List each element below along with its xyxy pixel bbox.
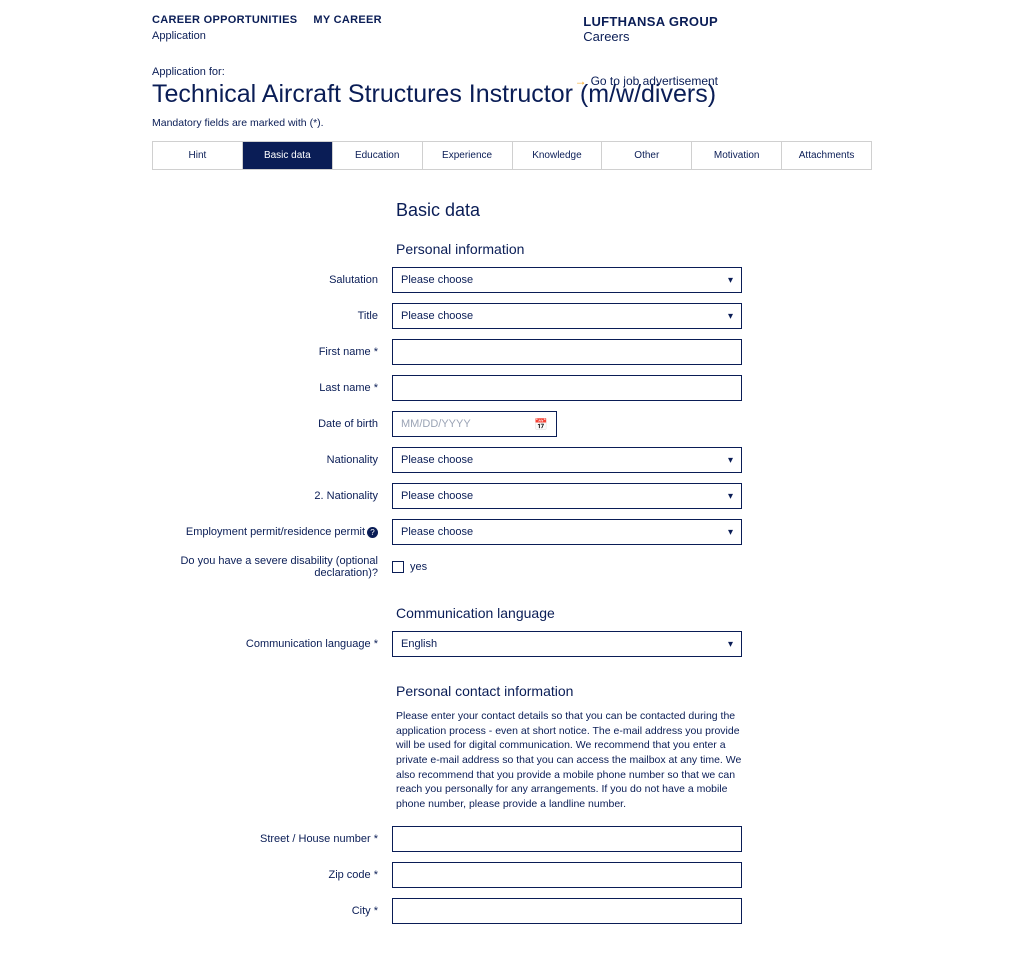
chevron-down-icon: ▾ (728, 275, 733, 286)
help-icon[interactable]: ? (367, 527, 378, 538)
brand-sub: Careers (583, 29, 718, 44)
dob-label: Date of birth (152, 418, 392, 430)
job-title: Technical Aircraft Structures Instructor… (152, 80, 872, 109)
chevron-down-icon: ▾ (728, 455, 733, 466)
calendar-icon: 📅 (534, 418, 548, 431)
tab-other[interactable]: Other (602, 142, 692, 169)
nationality2-value: Please choose (401, 490, 473, 502)
permit-value: Please choose (401, 526, 473, 538)
chevron-down-icon: ▾ (728, 311, 733, 322)
nationality-value: Please choose (401, 454, 473, 466)
disability-label: Do you have a severe disability (optiona… (152, 555, 392, 579)
city-input[interactable] (392, 898, 742, 924)
communication-language-title: Communication language (396, 605, 742, 621)
chevron-down-icon: ▾ (728, 527, 733, 538)
first-name-input[interactable] (392, 339, 742, 365)
section-title: Basic data (396, 200, 742, 221)
permit-label: Employment permit/residence permit? (152, 526, 392, 538)
first-name-label: First name * (152, 346, 392, 358)
salutation-value: Please choose (401, 274, 473, 286)
tab-motivation[interactable]: Motivation (692, 142, 782, 169)
communication-language-value: English (401, 638, 437, 650)
nationality-label: Nationality (152, 454, 392, 466)
arrow-right-icon: → (575, 74, 587, 88)
nationality2-select[interactable]: Please choose ▾ (392, 483, 742, 509)
last-name-input[interactable] (392, 375, 742, 401)
tab-education[interactable]: Education (333, 142, 423, 169)
zip-input[interactable] (392, 862, 742, 888)
city-label: City * (152, 905, 392, 917)
brand-block: LUFTHANSA GROUP Careers (583, 14, 718, 44)
tab-experience[interactable]: Experience (423, 142, 513, 169)
title-select[interactable]: Please choose ▾ (392, 303, 742, 329)
tab-attachments[interactable]: Attachments (782, 142, 871, 169)
title-value: Please choose (401, 310, 473, 322)
brand-name: LUFTHANSA GROUP (583, 14, 718, 29)
application-for-label: Application for: (152, 66, 872, 78)
nationality2-label: 2. Nationality (152, 490, 392, 502)
salutation-select[interactable]: Please choose ▾ (392, 267, 742, 293)
communication-language-select[interactable]: English ▾ (392, 631, 742, 657)
tab-bar: Hint Basic data Education Experience Kno… (152, 141, 872, 170)
contact-info-title: Personal contact information (396, 683, 742, 699)
disability-yes: yes (410, 561, 427, 573)
go-to-advertisement-link[interactable]: → Go to job advertisement (575, 74, 718, 88)
nav-application[interactable]: Application (152, 30, 872, 42)
top-nav: CAREER OPPORTUNITIES MY CAREER (152, 14, 872, 26)
last-name-label: Last name * (152, 382, 392, 394)
communication-language-label: Communication language * (152, 638, 392, 650)
street-input[interactable] (392, 826, 742, 852)
dob-placeholder: MM/DD/YYYY (401, 418, 471, 430)
permit-select[interactable]: Please choose ▾ (392, 519, 742, 545)
nav-career-opportunities[interactable]: CAREER OPPORTUNITIES (152, 14, 297, 26)
personal-info-title: Personal information (396, 241, 742, 257)
disability-checkbox[interactable] (392, 561, 404, 573)
nationality-select[interactable]: Please choose ▾ (392, 447, 742, 473)
nav-my-career[interactable]: MY CAREER (313, 14, 382, 26)
chevron-down-icon: ▾ (728, 491, 733, 502)
zip-label: Zip code * (152, 869, 392, 881)
chevron-down-icon: ▾ (728, 639, 733, 650)
tab-knowledge[interactable]: Knowledge (513, 142, 603, 169)
salutation-label: Salutation (152, 274, 392, 286)
mandatory-note: Mandatory fields are marked with (*). (152, 117, 872, 129)
title-label: Title (152, 310, 392, 322)
tab-hint[interactable]: Hint (153, 142, 243, 169)
dob-input[interactable]: MM/DD/YYYY 📅 (392, 411, 557, 437)
contact-help-text: Please enter your contact details so tha… (396, 709, 746, 812)
street-label: Street / House number * (152, 833, 392, 845)
go-to-ad-text: Go to job advertisement (591, 74, 718, 88)
tab-basic-data[interactable]: Basic data (243, 142, 333, 169)
